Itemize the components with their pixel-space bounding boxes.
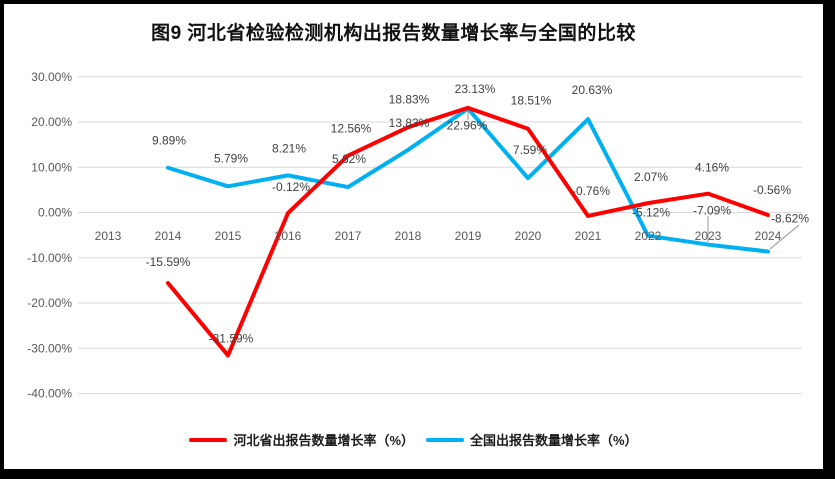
data-label: 4.16% bbox=[695, 161, 729, 175]
y-axis-tick-label: -10.00% bbox=[27, 251, 72, 265]
label-leader-line bbox=[769, 224, 800, 250]
y-axis-tick-label: 20.00% bbox=[31, 115, 72, 129]
y-axis-tick-label: 30.00% bbox=[31, 70, 72, 84]
y-axis-tick-label: -40.00% bbox=[27, 387, 72, 401]
legend-label-national: 全国出报告数量增长率（%） bbox=[470, 433, 638, 448]
data-label: -15.59% bbox=[146, 255, 191, 269]
x-axis-tick-label: 2018 bbox=[395, 229, 422, 243]
legend-item-national: 全国出报告数量增长率（%） bbox=[426, 430, 638, 449]
data-label: 5.79% bbox=[214, 151, 248, 165]
data-label: 8.21% bbox=[272, 141, 306, 155]
x-axis-tick-label: 2021 bbox=[575, 229, 602, 243]
y-axis-tick-label: 10.00% bbox=[31, 160, 72, 174]
chart-legend: 河北省出报告数量增长率（%） 全国出报告数量增长率（%） bbox=[4, 430, 823, 449]
data-label: -31.59% bbox=[209, 331, 254, 345]
data-label: 22.96% bbox=[447, 119, 488, 133]
x-axis-tick-label: 2024 bbox=[755, 229, 782, 243]
legend-line-swatch-blue bbox=[426, 437, 464, 442]
x-axis-tick-label: 2022 bbox=[635, 229, 662, 243]
data-label: -0.12% bbox=[272, 180, 310, 194]
data-label: 2.07% bbox=[634, 170, 668, 184]
x-axis-tick-label: 2017 bbox=[335, 229, 362, 243]
data-label: 7.59% bbox=[513, 143, 547, 157]
data-label: -0.76% bbox=[572, 184, 610, 198]
y-axis-tick-label: -20.00% bbox=[27, 296, 72, 310]
data-label: 23.13% bbox=[455, 82, 496, 96]
data-label: 9.89% bbox=[152, 134, 186, 148]
data-label: 13.83% bbox=[389, 116, 430, 130]
legend-label-hebei: 河北省出报告数量增长率（%） bbox=[233, 433, 414, 448]
x-axis-tick-label: 2016 bbox=[275, 229, 302, 243]
x-axis-tick-label: 2019 bbox=[455, 229, 482, 243]
x-axis-tick-label: 2020 bbox=[515, 229, 542, 243]
data-label: 18.51% bbox=[511, 94, 552, 108]
series-line-hebei bbox=[166, 105, 770, 358]
data-label: 20.63% bbox=[572, 83, 613, 97]
chart-area: 图9 河北省检验检测机构出报告数量增长率与全国的比较 30.00% 20.00% 1… bbox=[4, 4, 823, 469]
y-axis-tick-label: 0.00% bbox=[38, 206, 72, 220]
data-label: -5.12% bbox=[632, 206, 670, 220]
y-axis-tick-label: -30.00% bbox=[27, 341, 72, 355]
data-label: -7.09% bbox=[693, 204, 731, 218]
data-label: -8.62% bbox=[771, 212, 809, 226]
line-chart: 30.00% 20.00% 10.00% 0.00% -10.00% -20.00% -30… bbox=[27, 70, 809, 401]
x-axis-tick-label: 2013 bbox=[95, 229, 122, 243]
legend-line-swatch-red bbox=[189, 437, 228, 442]
data-label: 12.56% bbox=[331, 122, 372, 136]
data-label: 5.62% bbox=[332, 152, 366, 166]
x-axis-tick-label: 2014 bbox=[155, 229, 182, 243]
legend-item-hebei: 河北省出报告数量增长率（%） bbox=[189, 430, 414, 449]
x-axis-tick-label: 2023 bbox=[695, 229, 722, 243]
data-label: -0.56% bbox=[753, 183, 791, 197]
x-axis-tick-label: 2015 bbox=[215, 229, 242, 243]
chart-title: 图9 河北省检验检测机构出报告数量增长率与全国的比较 bbox=[151, 23, 636, 44]
data-label: 18.83% bbox=[389, 92, 430, 106]
